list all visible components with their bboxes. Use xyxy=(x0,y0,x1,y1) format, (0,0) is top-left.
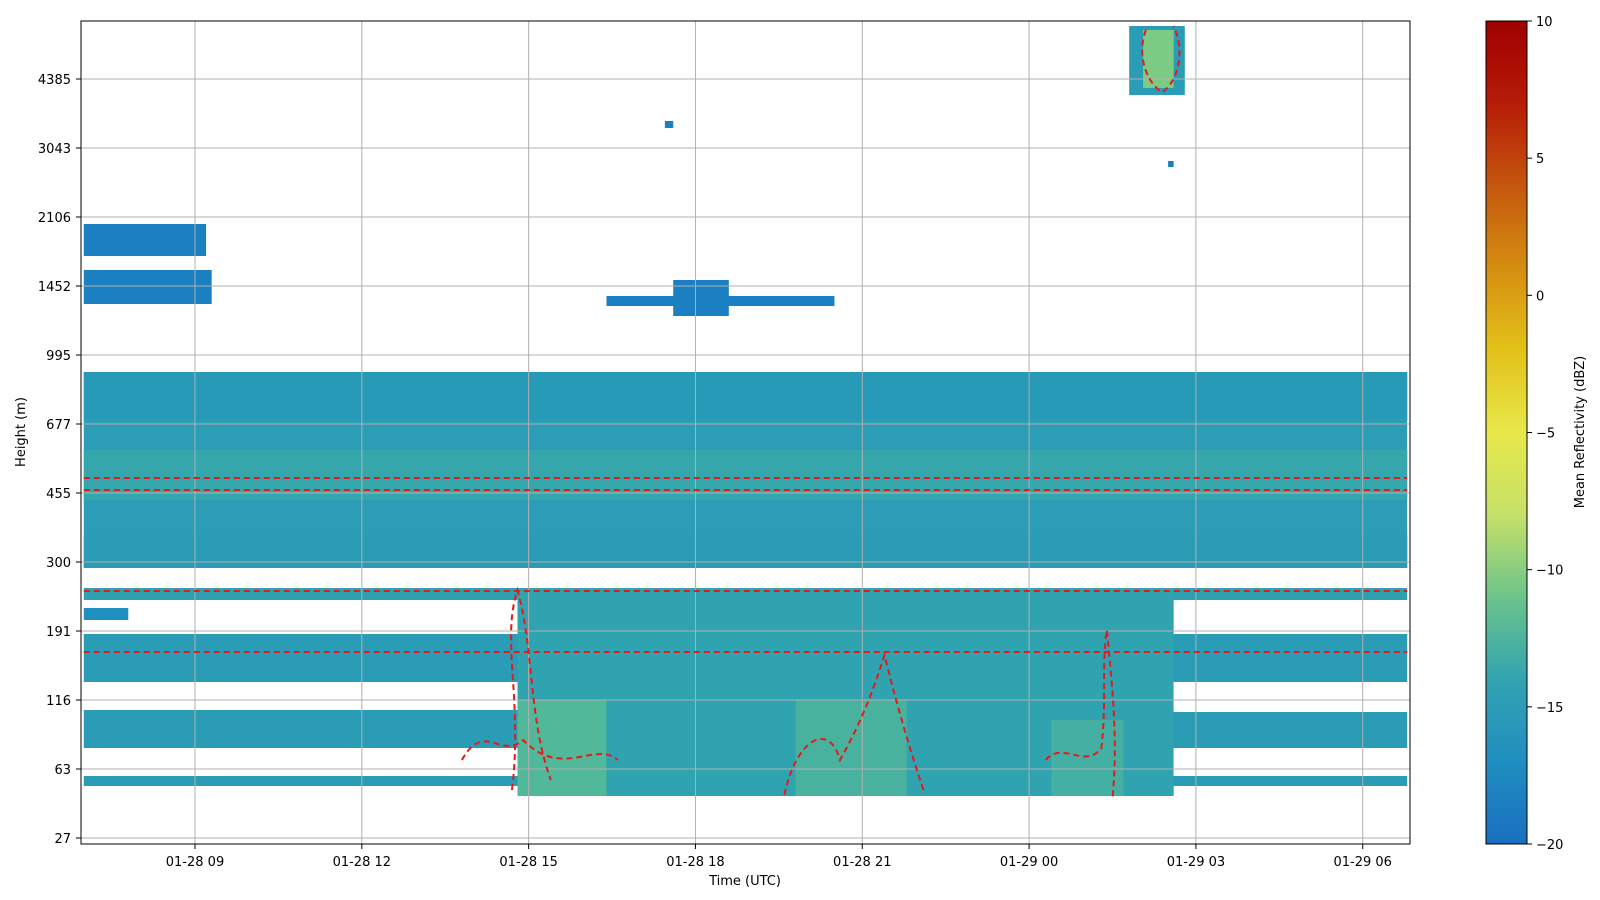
echo-cloud-1450m-strip xyxy=(606,296,835,306)
echo-cloud-speck-a xyxy=(664,121,674,128)
colorbar-tick-label: 10 xyxy=(1536,15,1553,30)
echo-cloud-2000m xyxy=(83,224,207,256)
y-tick-label: 455 xyxy=(46,487,71,502)
contour-loop-d xyxy=(1045,629,1116,799)
x-axis-ticks: 01-28 09 01-28 12 01-28 15 01-28 18 01-28 21… xyxy=(166,844,1392,870)
echo-band-main-bottom xyxy=(83,535,1408,568)
echo-gap-a xyxy=(83,568,1408,588)
y-tick-label: 191 xyxy=(46,625,71,640)
x-tick-label: 01-28 21 xyxy=(833,855,891,870)
x-tick-label: 01-28 09 xyxy=(166,855,224,870)
colorbar-ticks: 10 5 0 −5 −10 −15 −20 xyxy=(1527,15,1563,853)
x-tick-label: 01-28 15 xyxy=(499,855,557,870)
echo-band-surface-left-a xyxy=(83,608,129,620)
echo-band-main-mid xyxy=(83,450,1408,500)
echo-cloud-speck-b xyxy=(1168,161,1174,167)
colorbar-tick-label: 0 xyxy=(1536,289,1544,304)
x-axis-label: Time (UTC) xyxy=(708,874,781,889)
colorbar-tick-label: 5 xyxy=(1536,152,1544,167)
plot-frame xyxy=(80,20,1411,845)
x-tick-label: 01-28 18 xyxy=(666,855,724,870)
x-tick-label: 01-29 06 xyxy=(1334,855,1392,870)
colorbar-label: Mean Reflectivity (dBZ) xyxy=(1573,356,1588,509)
colorbar-tick-label: −20 xyxy=(1536,838,1563,853)
y-tick-label: 1452 xyxy=(38,280,71,295)
y-tick-label: 116 xyxy=(46,694,71,709)
contour-loop-a xyxy=(510,586,552,791)
y-tick-label: 2106 xyxy=(38,211,71,226)
colorbar-tick-label: −10 xyxy=(1536,564,1563,579)
echo-cloud-top-core xyxy=(1143,30,1174,88)
y-tick-label: 677 xyxy=(46,418,71,433)
colorbar xyxy=(1485,20,1528,845)
echo-band-enhanced-c xyxy=(1051,720,1124,796)
echo-gap-b xyxy=(83,682,518,710)
colorbar-tick-label: −5 xyxy=(1536,427,1555,442)
y-axis-label: Height (m) xyxy=(14,397,29,467)
contour-loop-b xyxy=(461,738,619,761)
x-tick-label: 01-29 00 xyxy=(1000,855,1058,870)
echo-cloud-1450m-left xyxy=(83,270,212,304)
y-tick-label: 300 xyxy=(46,556,71,571)
contour-loop-c xyxy=(783,651,925,796)
contour-loop-top xyxy=(1141,25,1181,94)
y-tick-label: 4385 xyxy=(38,73,71,88)
colorbar-tick-label: −15 xyxy=(1536,701,1563,716)
echo-gap-d xyxy=(83,748,518,776)
y-tick-label: 3043 xyxy=(38,142,71,157)
grid-lines xyxy=(81,21,1410,844)
y-tick-label: 27 xyxy=(54,832,71,847)
contour-lines xyxy=(83,25,1408,799)
x-tick-label: 01-29 03 xyxy=(1167,855,1225,870)
y-tick-label: 995 xyxy=(46,349,71,364)
y-axis-ticks: 27 63 116 191 300 455 677 995 1452 2106 3043 4385 xyxy=(38,73,81,847)
echo-gap-c xyxy=(1173,682,1408,712)
y-tick-label: 63 xyxy=(54,763,71,778)
echo-gap-e xyxy=(1173,750,1408,776)
echo-band-main-top xyxy=(83,372,1408,420)
echo-band-enhanced-b xyxy=(795,700,907,796)
x-tick-label: 01-28 12 xyxy=(333,855,391,870)
